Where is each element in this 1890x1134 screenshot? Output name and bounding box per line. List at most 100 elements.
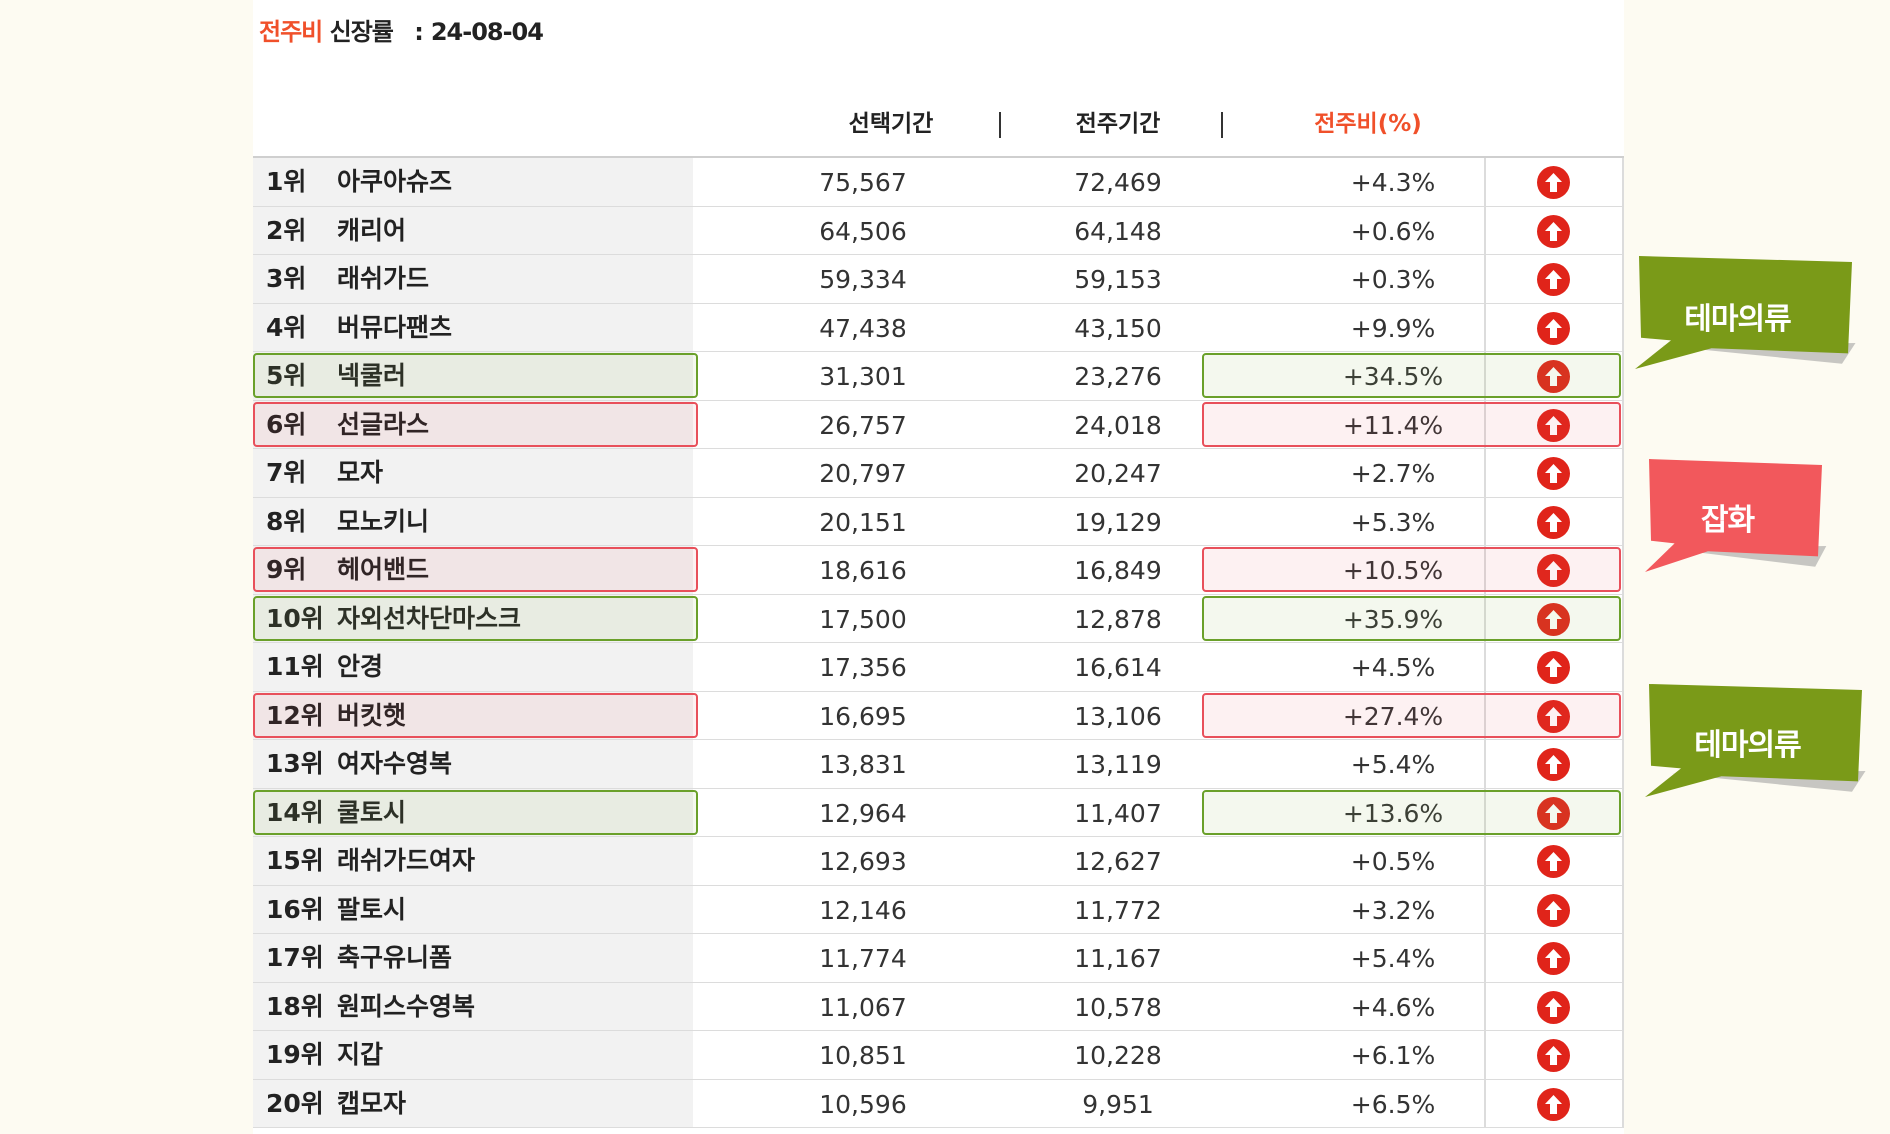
keyword-name[interactable]: 버뮤다팬츠	[337, 312, 453, 342]
header-selected-period[interactable]: 선택기간	[848, 111, 934, 137]
column-divider	[1484, 1079, 1486, 1127]
keyword-name[interactable]: 축구유니폼	[337, 943, 453, 972]
column-divider	[1484, 400, 1486, 448]
keyword-name[interactable]: 넥쿨러	[337, 361, 407, 390]
selected-period-value: 10,851	[819, 1041, 907, 1070]
rank-label: 6위	[266, 409, 307, 439]
week-ratio-value: +0.5%	[1350, 847, 1436, 876]
title-date: 24-08-04	[430, 18, 544, 46]
keyword-name[interactable]: 래쉬가드	[337, 264, 430, 293]
table-row[interactable]: 19위 지갑 10,851 10,228 +6.1%	[253, 1031, 1624, 1080]
week-ratio-value: +10.5%	[1342, 556, 1444, 585]
keyword-name[interactable]: 원피스수영복	[337, 991, 476, 1021]
table-row[interactable]: 18위 원피스수영복 11,067 10,578 +4.6%	[253, 982, 1624, 1031]
keyword-name[interactable]: 모자	[337, 458, 384, 487]
keyword-name[interactable]: 팔토시	[337, 894, 407, 924]
table-row[interactable]: 15위 래쉬가드여자 12,693 12,627 +0.5%	[253, 837, 1624, 886]
keyword-cell: 3위 래쉬가드	[253, 255, 693, 303]
table-row[interactable]: 12위 버킷햇 16,695 13,106 +27.4%	[253, 691, 1624, 740]
table-row[interactable]: 8위 모노키니 20,151 19,129 +5.3%	[253, 497, 1624, 546]
table-border	[1622, 594, 1624, 642]
column-divider	[1484, 934, 1486, 982]
selected-period-value: 64,506	[819, 216, 907, 246]
column-divider	[1484, 352, 1486, 400]
up-arrow-icon	[1537, 796, 1570, 830]
table-row[interactable]: 1위 아쿠아슈즈 75,567 72,469 +4.3%	[253, 158, 1624, 207]
header-week-ratio[interactable]: 전주비(%)	[1314, 111, 1422, 137]
rank-label: 13위	[266, 749, 324, 778]
highlight-box-keyword	[253, 789, 698, 835]
up-arrow-icon	[1537, 1039, 1570, 1072]
week-ratio-value: +0.3%	[1350, 265, 1436, 294]
category-callout: 테마의류	[1645, 680, 1870, 810]
week-ratio-value: +0.6%	[1350, 216, 1436, 246]
rank-label: 4위	[266, 312, 307, 342]
keyword-name[interactable]: 캐리어	[337, 215, 407, 245]
column-divider	[1484, 885, 1486, 933]
table-row[interactable]: 16위 팔토시 12,146 11,772 +3.2%	[253, 885, 1624, 934]
week-ratio-value: +34.5%	[1342, 362, 1444, 391]
table-row[interactable]: 6위 선글라스 26,757 24,018 +11.4%	[253, 400, 1624, 449]
highlight-box-keyword	[253, 547, 698, 592]
keyword-cell: 7위 모자	[253, 449, 693, 497]
rank-label: 8위	[266, 506, 307, 536]
table-border	[1622, 740, 1624, 788]
selected-period-value: 17,356	[819, 653, 907, 682]
keyword-name[interactable]: 자외선차단마스크	[337, 603, 522, 633]
keyword-cell: 4위 버뮤다팬츠	[253, 303, 693, 351]
selected-period-value: 12,146	[819, 895, 907, 925]
callout-bubble	[1645, 459, 1827, 572]
week-ratio-value: +11.4%	[1342, 410, 1444, 440]
table-row[interactable]: 4위 버뮤다팬츠 47,438 43,150 +9.9%	[253, 303, 1624, 352]
selected-period-value: 17,500	[819, 604, 907, 634]
keyword-name[interactable]: 모노키니	[337, 506, 430, 536]
header-previous-week[interactable]: 전주기간	[1075, 111, 1161, 137]
keyword-name[interactable]: 선글라스	[337, 409, 430, 439]
keyword-cell: 2위 캐리어	[253, 206, 693, 254]
rank-label: 2위	[266, 215, 307, 245]
week-ratio-value: +3.2%	[1350, 895, 1436, 925]
keyword-name[interactable]: 헤어밴드	[337, 555, 430, 584]
table-row[interactable]: 11위 안경 17,356 16,614 +4.5%	[253, 643, 1624, 692]
keyword-name[interactable]: 쿨토시	[337, 797, 407, 827]
highlight-box-keyword	[253, 692, 698, 738]
table-row[interactable]: 7위 모자 20,797 20,247 +2.7%	[253, 449, 1624, 498]
selected-period-value: 18,616	[819, 556, 907, 585]
title-prefix: 전주비	[259, 18, 323, 46]
ranking-table: 1위 아쿠아슈즈 75,567 72,469 +4.3% 2위 캐리어 64,506 64,14…	[253, 158, 1624, 1128]
table-row[interactable]: 17위 축구유니폼 11,774 11,167 +5.4%	[253, 934, 1624, 983]
previous-week-value: 13,106	[1074, 701, 1162, 731]
up-arrow-icon	[1537, 214, 1570, 248]
keyword-name[interactable]: 캡모자	[337, 1088, 407, 1118]
table-row[interactable]: 14위 쿨토시 12,964 11,407 +13.6%	[253, 788, 1624, 837]
up-arrow-icon	[1537, 263, 1570, 296]
keyword-name[interactable]: 여자수영복	[337, 749, 453, 778]
table-row[interactable]: 5위 넥쿨러 31,301 23,276 +34.5%	[253, 352, 1624, 401]
column-divider	[1484, 643, 1486, 691]
keyword-name[interactable]: 버킷햇	[337, 700, 407, 730]
table-row[interactable]: 2위 캐리어 64,506 64,148 +0.6%	[253, 206, 1624, 255]
highlight-box-keyword	[253, 401, 698, 447]
rank-label: 3위	[266, 264, 307, 293]
keyword-cell: 5위 넥쿨러	[253, 352, 693, 400]
rank-label: 16위	[266, 894, 324, 924]
table-row[interactable]: 10위 자외선차단마스크 17,500 12,878 +35.9%	[253, 594, 1624, 643]
table-row[interactable]: 13위 여자수영복 13,831 13,119 +5.4%	[253, 740, 1624, 789]
keyword-name[interactable]: 래쉬가드여자	[337, 846, 476, 875]
previous-week-value: 43,150	[1074, 313, 1162, 343]
column-divider	[1484, 303, 1486, 351]
table-row[interactable]: 3위 래쉬가드 59,334 59,153 +0.3%	[253, 255, 1624, 304]
table-border	[1622, 158, 1624, 206]
keyword-name[interactable]: 아쿠아슈즈	[337, 167, 453, 196]
table-row[interactable]: 20위 캡모자 10,596 9,951 +6.5%	[253, 1079, 1624, 1128]
keyword-name[interactable]: 안경	[337, 652, 384, 681]
previous-week-value: 19,129	[1074, 507, 1162, 537]
keyword-name[interactable]: 지갑	[337, 1040, 384, 1069]
up-arrow-icon	[1537, 505, 1570, 539]
keyword-cell: 10위 자외선차단마스크	[253, 594, 693, 642]
highlight-box-ratio	[1202, 401, 1621, 447]
table-row[interactable]: 9위 헤어밴드 18,616 16,849 +10.5%	[253, 546, 1624, 595]
week-ratio-value: +27.4%	[1342, 701, 1444, 731]
table-border	[1622, 352, 1624, 400]
rank-label: 12위	[266, 700, 324, 730]
